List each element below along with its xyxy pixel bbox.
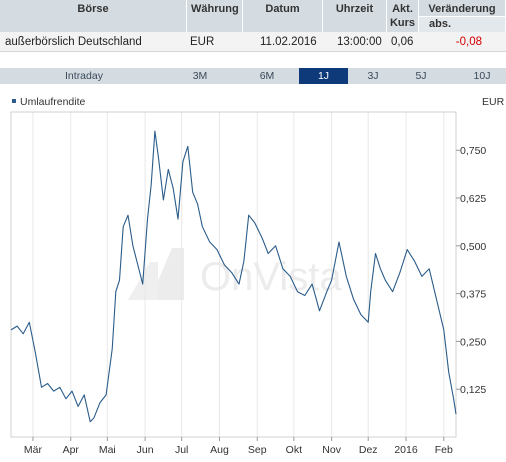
x-tick-label: Apr — [63, 444, 80, 456]
tab-10j[interactable]: 10J — [473, 70, 491, 82]
x-tick-label: 2016 — [394, 444, 418, 456]
legend-marker — [12, 99, 16, 104]
series-line — [10, 130, 457, 423]
x-tick-label: Mär — [24, 444, 43, 456]
watermark-graphic — [128, 248, 184, 300]
watermark-text: OnVista — [200, 255, 342, 299]
tab-3m[interactable]: 3M — [192, 70, 208, 82]
period-tabs: Intraday 3M 6M 1J 3J 5J 10J — [0, 68, 506, 84]
x-tick-label: Jul — [175, 444, 188, 456]
x-tick-label: Nov — [322, 444, 341, 456]
tab-intraday[interactable]: Intraday — [65, 70, 103, 82]
y-tick-label: 0,750 — [460, 145, 486, 157]
header-change: Veränderung abs. — [419, 0, 506, 32]
cell-change-abs: -0,08 — [455, 36, 482, 48]
x-tick-label: Feb — [435, 444, 453, 456]
tab-3j[interactable]: 3J — [367, 70, 379, 82]
cell-price: 0,06 — [391, 36, 414, 48]
plot-border — [10, 111, 457, 438]
header-currency: Währung — [187, 0, 243, 32]
header-date: Datum — [243, 0, 323, 32]
x-tick-label: Okt — [286, 444, 302, 456]
plot-area — [10, 130, 457, 423]
x-tick-label: Dez — [359, 444, 378, 456]
header-exchange: Börse — [0, 0, 187, 32]
chart-legend: Umlaufrendite — [12, 96, 85, 108]
quote-row: außerbörslich Deutschland EUR 11.02.2016… — [0, 32, 506, 52]
watermark-logo: OnVista — [128, 248, 342, 300]
x-tick-label: Sep — [248, 444, 267, 456]
x-tick-label: Aug — [210, 444, 229, 456]
y-tick-label: 0,250 — [460, 336, 486, 348]
header-price: Akt. Kurs — [387, 0, 419, 32]
y-axis: 0,125 0,250 0,375 0,500 0,625 0,750 — [456, 145, 486, 396]
chart-unit-label: EUR — [482, 96, 505, 108]
y-tick-label: 0,500 — [460, 241, 486, 253]
y-tick-label: 0,125 — [460, 384, 486, 396]
header-time: Uhrzeit — [323, 0, 387, 32]
tab-1j[interactable]: 1J — [299, 68, 348, 84]
tab-6m[interactable]: 6M — [259, 70, 275, 82]
y-tick-label: 0,625 — [460, 193, 486, 205]
legend-series-name: Umlaufrendite — [20, 96, 86, 108]
x-axis: Mär Apr Mai Jun Jul Aug Sep Okt Nov Dez 2016 Feb — [24, 437, 453, 456]
cell-exchange: außerbörslich Deutschland — [5, 36, 142, 48]
cell-time: 13:00:00 — [337, 36, 382, 48]
plot-frame — [10, 111, 457, 438]
cell-date: 11.02.2016 — [260, 36, 317, 48]
x-tick-label: Jun — [137, 444, 154, 456]
y-tick-label: 0,375 — [460, 289, 486, 301]
tab-5j[interactable]: 5J — [415, 70, 427, 82]
cell-currency: EUR — [190, 36, 215, 48]
x-tick-label: Mai — [99, 444, 116, 456]
quote-table: Börse Währung Datum Uhrzeit Akt. Kurs Ve… — [0, 0, 506, 54]
